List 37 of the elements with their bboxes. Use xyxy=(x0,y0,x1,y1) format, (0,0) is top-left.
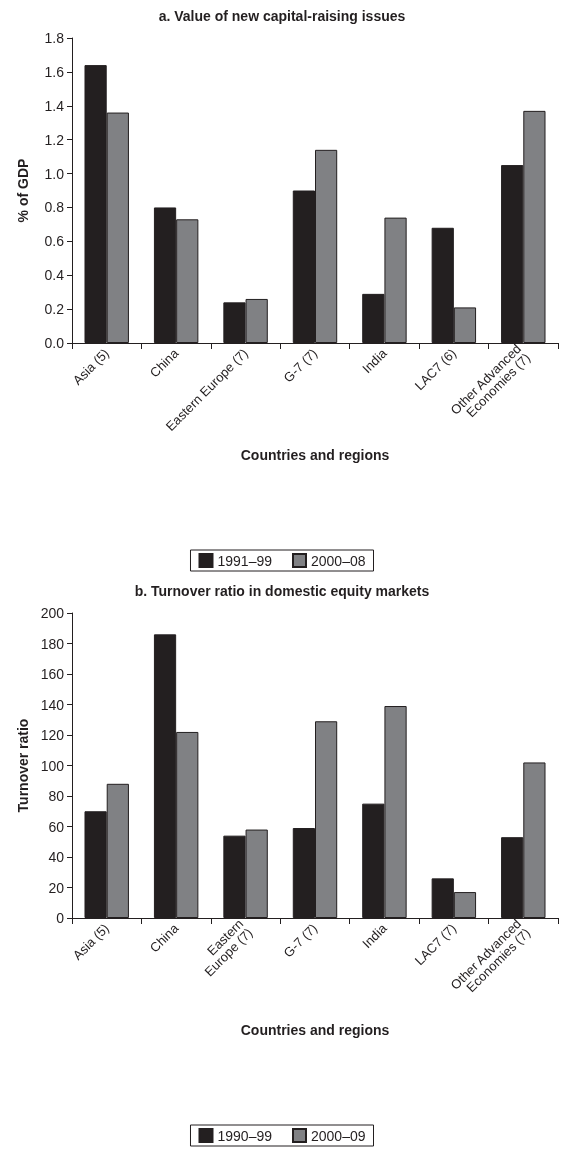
y-tick-label: 60 xyxy=(48,818,65,835)
y-tick-label: 160 xyxy=(40,666,65,682)
y-tick-label: 0.4 xyxy=(44,267,65,284)
y-tick-label: 100 xyxy=(40,757,65,774)
x-axis-title: Countries and regions xyxy=(240,447,390,463)
x-axis-title: Countries and regions xyxy=(240,1022,390,1038)
y-tick-label: 180 xyxy=(40,635,65,652)
y-tick-label: 0.2 xyxy=(44,301,65,318)
x-tick-label: Asia (5) xyxy=(69,345,113,388)
y-tick-label: 120 xyxy=(40,727,65,743)
y-tick-label: 1.0 xyxy=(44,165,65,182)
x-tick-label: G-7 (7) xyxy=(280,920,321,961)
x-tick-label: India xyxy=(359,345,391,377)
x-tick-label: Asia (5) xyxy=(69,920,113,963)
x-tick-label: India xyxy=(359,920,391,952)
y-axis-title: Turnover ratio xyxy=(14,718,31,813)
y-tick-label: 200 xyxy=(40,605,65,621)
chart-title: b. Turnover ratio in domestic equity markets xyxy=(134,583,430,599)
x-tick-label: G-7 (7) xyxy=(280,345,321,386)
legend-label: 2000–09 xyxy=(311,1127,366,1144)
y-tick-label: 1.6 xyxy=(44,63,65,80)
y-axis-title: % of GDP xyxy=(15,158,31,223)
legend-label: 1990–99 xyxy=(217,1127,273,1144)
legend-label: 2000–08 xyxy=(311,552,366,569)
chart-title: a. Value of new capital-raising issues xyxy=(158,8,406,24)
y-tick-label: 80 xyxy=(48,788,65,804)
y-tick-label: 0.8 xyxy=(44,199,65,216)
y-tick-label: 20 xyxy=(48,879,65,896)
y-tick-label: 1.2 xyxy=(44,131,65,148)
y-tick-label: 0.0 xyxy=(44,335,65,351)
y-tick-label: 0 xyxy=(56,910,65,926)
y-tick-label: 1.4 xyxy=(44,97,65,114)
y-tick-label: 1.8 xyxy=(44,30,65,46)
y-tick-label: 140 xyxy=(40,696,65,713)
y-tick-label: 0.6 xyxy=(44,233,65,250)
legend-label: 1991–99 xyxy=(217,552,273,569)
y-tick-label: 40 xyxy=(48,849,65,865)
